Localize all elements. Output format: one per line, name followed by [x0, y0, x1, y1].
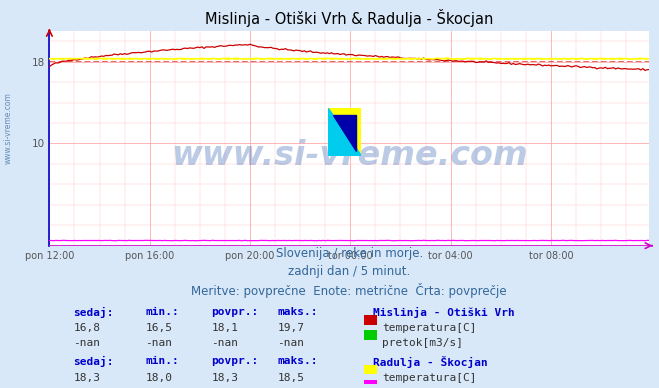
Text: Radulja - Škocjan: Radulja - Škocjan	[373, 357, 488, 369]
Bar	[364, 315, 378, 325]
Text: 18,0: 18,0	[146, 373, 173, 383]
Text: sedaj:: sedaj:	[73, 357, 114, 367]
Text: temperatura[C]: temperatura[C]	[382, 323, 476, 333]
Text: min.:: min.:	[146, 357, 179, 366]
Bar	[364, 330, 378, 340]
Text: pretok[m3/s]: pretok[m3/s]	[382, 338, 463, 348]
Text: Meritve: povprečne  Enote: metrične  Črta: povprečje: Meritve: povprečne Enote: metrične Črta:…	[192, 283, 507, 298]
Text: 16,5: 16,5	[146, 323, 173, 333]
Text: 16,8: 16,8	[73, 323, 100, 333]
Text: -nan: -nan	[212, 338, 239, 348]
Text: temperatura[C]: temperatura[C]	[382, 373, 476, 383]
Text: www.si-vreme.com: www.si-vreme.com	[3, 92, 13, 164]
Text: maks.:: maks.:	[277, 307, 318, 317]
Text: 18,3: 18,3	[212, 373, 239, 383]
Bar	[364, 380, 378, 388]
Text: -nan: -nan	[277, 338, 304, 348]
Text: 18,3: 18,3	[73, 373, 100, 383]
Text: -nan: -nan	[146, 338, 173, 348]
Text: sedaj:: sedaj:	[73, 307, 114, 318]
Text: Slovenija / reke in morje.: Slovenija / reke in morje.	[275, 247, 423, 260]
Text: maks.:: maks.:	[277, 357, 318, 366]
Text: povpr.:: povpr.:	[212, 307, 258, 317]
Text: min.:: min.:	[146, 307, 179, 317]
Text: www.si-vreme.com: www.si-vreme.com	[171, 139, 528, 172]
Text: 18,1: 18,1	[212, 323, 239, 333]
Text: Mislinja - Otiški Vrh: Mislinja - Otiški Vrh	[373, 307, 515, 318]
Text: 19,7: 19,7	[277, 323, 304, 333]
Text: 18,5: 18,5	[277, 373, 304, 383]
Bar	[364, 365, 378, 374]
Text: povpr.:: povpr.:	[212, 357, 258, 366]
Text: -nan: -nan	[73, 338, 100, 348]
Title: Mislinja - Otiški Vrh & Radulja - Škocjan: Mislinja - Otiški Vrh & Radulja - Škocja…	[205, 9, 494, 27]
Text: zadnji dan / 5 minut.: zadnji dan / 5 minut.	[288, 265, 411, 278]
